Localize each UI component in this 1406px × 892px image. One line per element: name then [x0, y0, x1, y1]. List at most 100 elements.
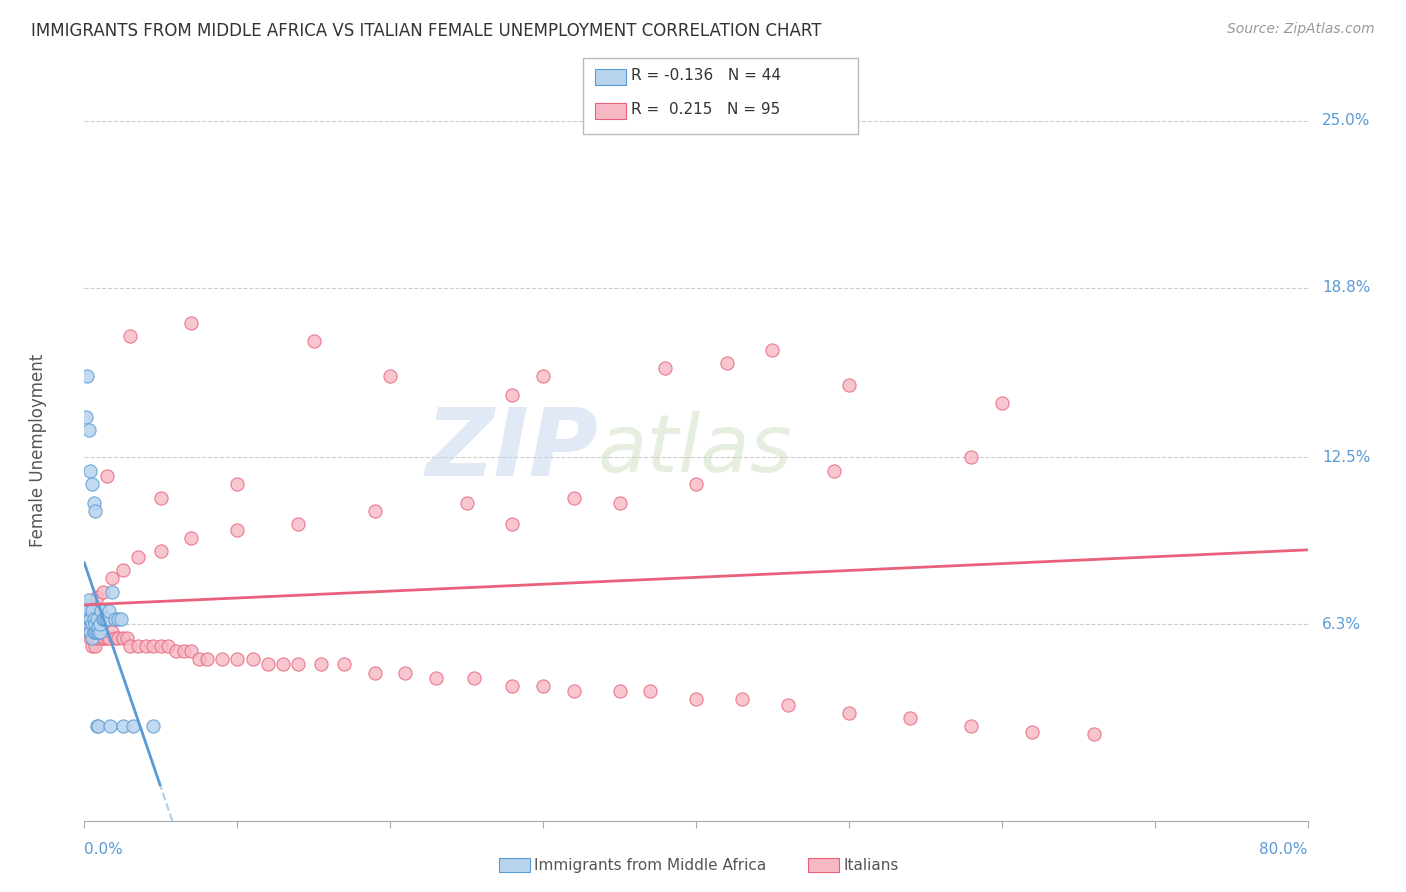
Point: [463, 671, 485, 685]
Point: [86, 612, 108, 626]
Point: [638, 684, 661, 698]
Point: [80, 604, 103, 618]
Point: [77, 612, 100, 626]
Text: R = -0.136   N = 44: R = -0.136 N = 44: [631, 69, 782, 83]
Point: [98, 719, 121, 733]
Point: [287, 657, 309, 672]
Point: [80, 617, 103, 632]
Point: [562, 684, 585, 698]
Point: [90, 625, 112, 640]
Point: [107, 631, 129, 645]
Point: [75, 409, 97, 424]
Point: [302, 334, 325, 349]
Point: [685, 477, 707, 491]
Point: [425, 671, 447, 685]
Point: [685, 692, 707, 706]
Point: [83, 625, 105, 640]
Point: [960, 450, 983, 465]
Point: [96, 631, 118, 645]
Point: [83, 631, 105, 645]
Point: [90, 604, 112, 618]
Point: [111, 719, 134, 733]
Point: [104, 631, 127, 645]
Point: [609, 496, 631, 510]
Point: [101, 571, 124, 585]
Point: [180, 316, 202, 330]
Point: [83, 496, 105, 510]
Point: [86, 590, 108, 604]
Point: [502, 517, 524, 532]
Text: atlas: atlas: [598, 411, 793, 490]
Point: [80, 631, 103, 645]
Point: [93, 612, 115, 626]
Point: [380, 369, 402, 384]
Point: [84, 639, 107, 653]
Point: [242, 652, 264, 666]
Point: [115, 631, 138, 645]
Point: [84, 617, 107, 632]
Point: [76, 369, 98, 384]
Point: [110, 612, 132, 626]
Point: [86, 719, 108, 733]
Point: [311, 657, 333, 672]
Point: [157, 639, 180, 653]
Point: [96, 612, 118, 626]
Point: [531, 679, 554, 693]
Point: [120, 639, 142, 653]
Point: [111, 563, 134, 577]
Point: [101, 625, 124, 640]
Text: 6.3%: 6.3%: [1322, 616, 1361, 632]
Text: IMMIGRANTS FROM MIDDLE AFRICA VS ITALIAN FEMALE UNEMPLOYMENT CORRELATION CHART: IMMIGRANTS FROM MIDDLE AFRICA VS ITALIAN…: [31, 22, 821, 40]
Point: [122, 719, 145, 733]
Point: [89, 625, 111, 640]
Text: Female Unemployment: Female Unemployment: [30, 354, 46, 547]
Point: [76, 612, 98, 626]
Point: [77, 593, 100, 607]
Text: 18.8%: 18.8%: [1322, 280, 1371, 295]
Point: [562, 491, 585, 505]
Point: [97, 604, 120, 618]
Text: Source: ZipAtlas.com: Source: ZipAtlas.com: [1227, 22, 1375, 37]
Point: [89, 625, 111, 640]
Point: [77, 604, 100, 618]
Point: [86, 631, 108, 645]
Point: [1083, 727, 1105, 741]
Point: [731, 692, 754, 706]
Point: [211, 652, 233, 666]
Point: [960, 719, 983, 733]
Point: [287, 517, 309, 532]
Point: [87, 625, 110, 640]
Point: [91, 584, 114, 599]
Point: [1021, 724, 1043, 739]
Point: [80, 599, 103, 613]
Text: ZIP: ZIP: [425, 404, 598, 497]
Point: [180, 531, 202, 545]
Text: Italians: Italians: [844, 858, 898, 872]
Text: 12.5%: 12.5%: [1322, 450, 1371, 465]
Point: [84, 504, 107, 518]
Point: [96, 469, 118, 483]
Point: [77, 625, 100, 640]
Point: [77, 617, 100, 632]
Text: Immigrants from Middle Africa: Immigrants from Middle Africa: [534, 858, 766, 872]
Point: [127, 639, 149, 653]
Point: [135, 639, 157, 653]
Point: [394, 665, 416, 680]
Point: [195, 652, 218, 666]
Point: [77, 423, 100, 437]
Point: [716, 356, 738, 370]
Point: [149, 491, 172, 505]
Text: R =  0.215   N = 95: R = 0.215 N = 95: [631, 103, 780, 117]
Point: [75, 599, 97, 613]
Point: [898, 711, 921, 725]
Point: [654, 361, 676, 376]
Point: [180, 644, 202, 658]
Point: [80, 639, 103, 653]
Point: [75, 612, 97, 626]
Point: [76, 604, 98, 618]
Point: [226, 652, 249, 666]
Point: [84, 625, 107, 640]
Point: [823, 464, 845, 478]
Point: [80, 477, 103, 491]
Point: [364, 665, 387, 680]
